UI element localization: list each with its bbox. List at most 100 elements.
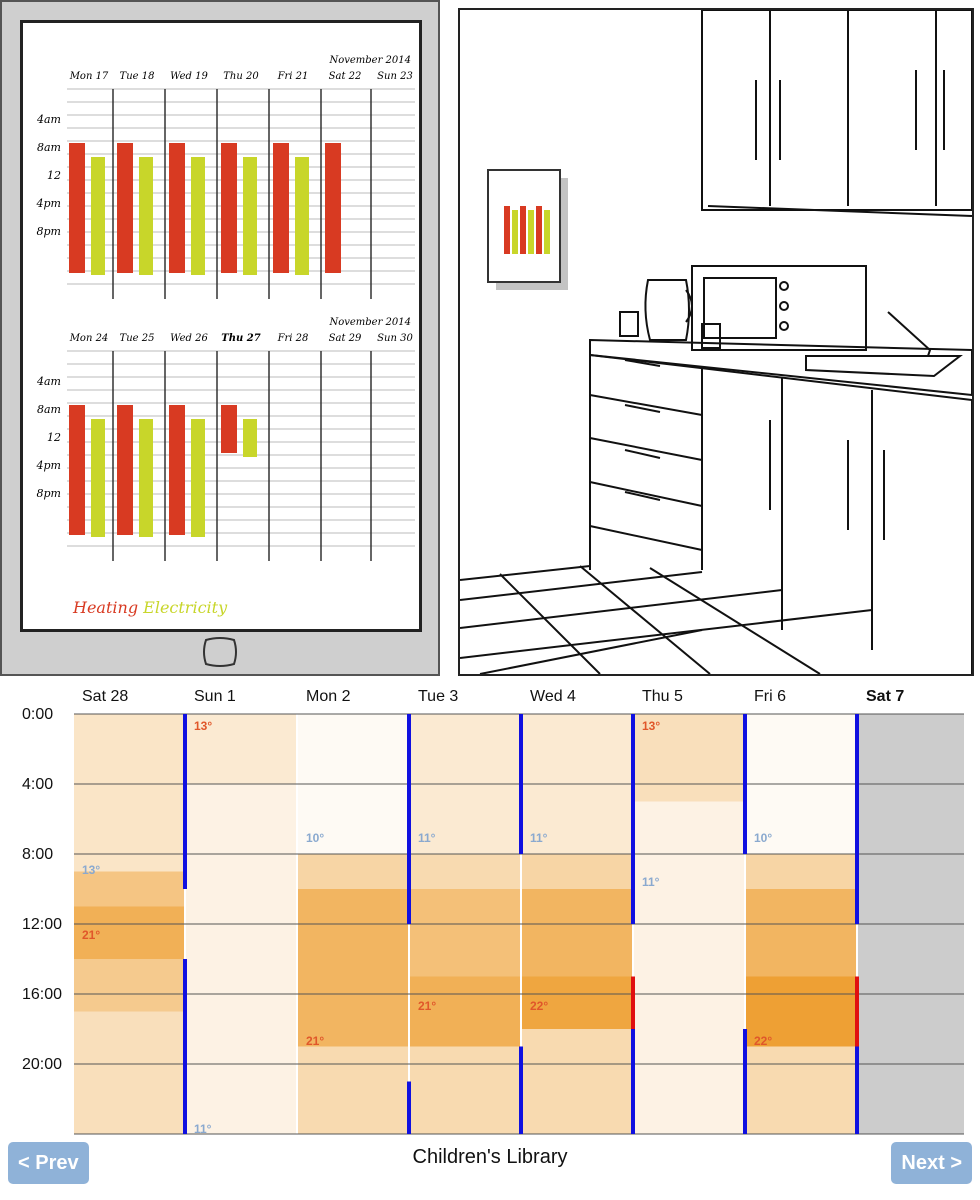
sketch-time-label: 8am [37,403,61,416]
heat-shade-band [522,854,632,889]
sketch-day-label: Sun 23 [377,71,413,82]
heat-shade-band [74,871,184,907]
temperature-label: 21° [418,999,437,1014]
temperature-label: 11° [194,1121,212,1136]
sketch-time-label: 8pm [37,225,61,238]
sketch-electricity-bar [243,419,257,457]
sketch-time-label: 4pm [36,197,61,210]
sketch-paper: November 2014 Mon 17 Tue 18 Wed 19 Thu 20 Fri… [20,20,422,632]
sketch-heating-bar [169,143,185,273]
sketch-time-label: 12 [47,169,61,182]
sketch-time-label: 8am [37,141,61,154]
temperature-label: 21° [82,927,101,942]
wall-display-icon [487,169,568,290]
sketch-heating-bar [169,405,185,535]
heat-shade-band [410,889,520,977]
heat-shade-band [746,1046,856,1134]
sketch-chart: November 2014 Mon 17 Tue 18 Wed 19 Thu 20 Fri… [36,55,415,617]
heating-active-indicator [855,976,859,1047]
sketch-electricity-bar [243,157,257,275]
sketch-day-label: Sun 30 [377,333,413,344]
kitchen-illustration [458,8,974,676]
heating-calendar: Sat 28 Sun 1 Mon 2 Tue 3 Wed 4 Thu 5 Fri 6 Sat … [0,684,980,1144]
boiler-on-indicator [631,714,635,924]
sketch-heating-bar [117,405,133,535]
sketch-day-label: Wed 26 [170,333,208,344]
heat-shade-band [634,714,744,802]
heat-shade-band [410,1046,520,1134]
sketch-calendar-panel: November 2014 Mon 17 Tue 18 Wed 19 Thu 20 Fri… [0,0,440,676]
sketch-heating-bar [69,143,85,273]
day-label: Wed 4 [530,688,576,705]
next-button[interactable]: Next > [891,1142,972,1184]
prev-button[interactable]: < Prev [8,1142,89,1184]
sketch-day-label: Fri 28 [277,333,309,344]
sketch-day-label: Thu 20 [223,71,259,82]
sketch-electricity-bar [191,157,205,275]
calendar-grid [74,713,964,1135]
day-label: Fri 6 [754,688,786,705]
time-label: 8:00 [22,846,54,863]
time-label: 16:00 [22,986,63,1003]
boiler-on-indicator [855,994,859,1134]
sketch-time-label: 12 [47,431,61,444]
heat-shade-band [298,1046,408,1134]
sketch-heating-bar [69,405,85,535]
boiler-on-indicator [631,994,635,1134]
sketch-day-label: Thu 27 [221,333,260,344]
time-label: 20:00 [22,1056,63,1073]
boiler-on-indicator [519,1046,523,1134]
boiler-on-indicator [183,714,187,889]
heat-shade-band [522,889,632,977]
sketch-time-label: 8pm [37,487,61,500]
sketch-electricity-bar [191,419,205,537]
sketch-heating-bar [325,143,341,273]
heat-shade-band [298,889,408,1047]
boiler-on-indicator [407,1081,411,1134]
temperature-label: 22° [754,1034,773,1049]
sketch-legend: Heating Electricity [72,598,228,617]
heat-shade-band [186,714,296,784]
sketch-heating-bar [221,405,237,453]
sketch-heating-bar [221,143,237,273]
heat-shade-band [746,854,856,889]
temperature-label: 13° [194,719,213,734]
sketch-electricity-bar [91,419,105,537]
sketch-heating-bar [117,143,133,273]
heat-shade-band [74,714,184,872]
time-label: 12:00 [22,916,63,933]
temperature-label: 11° [418,831,436,846]
sketch-heating-bar [273,143,289,273]
sketch-day-label: Mon 24 [69,333,109,344]
temperature-label: 21° [306,1034,325,1049]
time-label: 0:00 [22,706,54,723]
boiler-on-indicator [743,714,747,854]
sketch-electricity-bar [139,157,153,275]
heat-shade-band [186,784,296,1134]
day-label: Sat 7 [866,688,905,705]
time-label: 4:00 [22,776,54,793]
sketch-month-label: November 2014 [328,317,411,328]
day-label: Mon 2 [306,688,351,705]
heat-shade-band [410,976,520,1047]
sketch-day-label: Fri 21 [277,71,309,82]
heat-shade-band [522,1029,632,1134]
day-label: Sun 1 [194,688,236,705]
heat-shade-band [522,976,632,1029]
heat-shade-band [746,976,856,1047]
sketch-day-label: Mon 17 [69,71,109,82]
boiler-on-indicator [743,1029,747,1134]
temperature-label: 22° [530,999,549,1014]
kitchen-drawing [459,9,973,675]
boiler-on-indicator [855,714,859,924]
device-home-button-icon [203,637,237,667]
temperature-label: 10° [306,831,325,846]
sketch-time-label: 4am [36,375,61,388]
sketch-day-label: Tue 18 [120,71,155,82]
sketch-day-label: Sat 22 [329,71,362,82]
sketch-time-label: 4pm [36,459,61,472]
heat-shade-band [74,1011,184,1134]
boiler-on-indicator [519,714,523,854]
day-label: Tue 3 [418,688,459,705]
temperature-label: 10° [754,831,773,846]
